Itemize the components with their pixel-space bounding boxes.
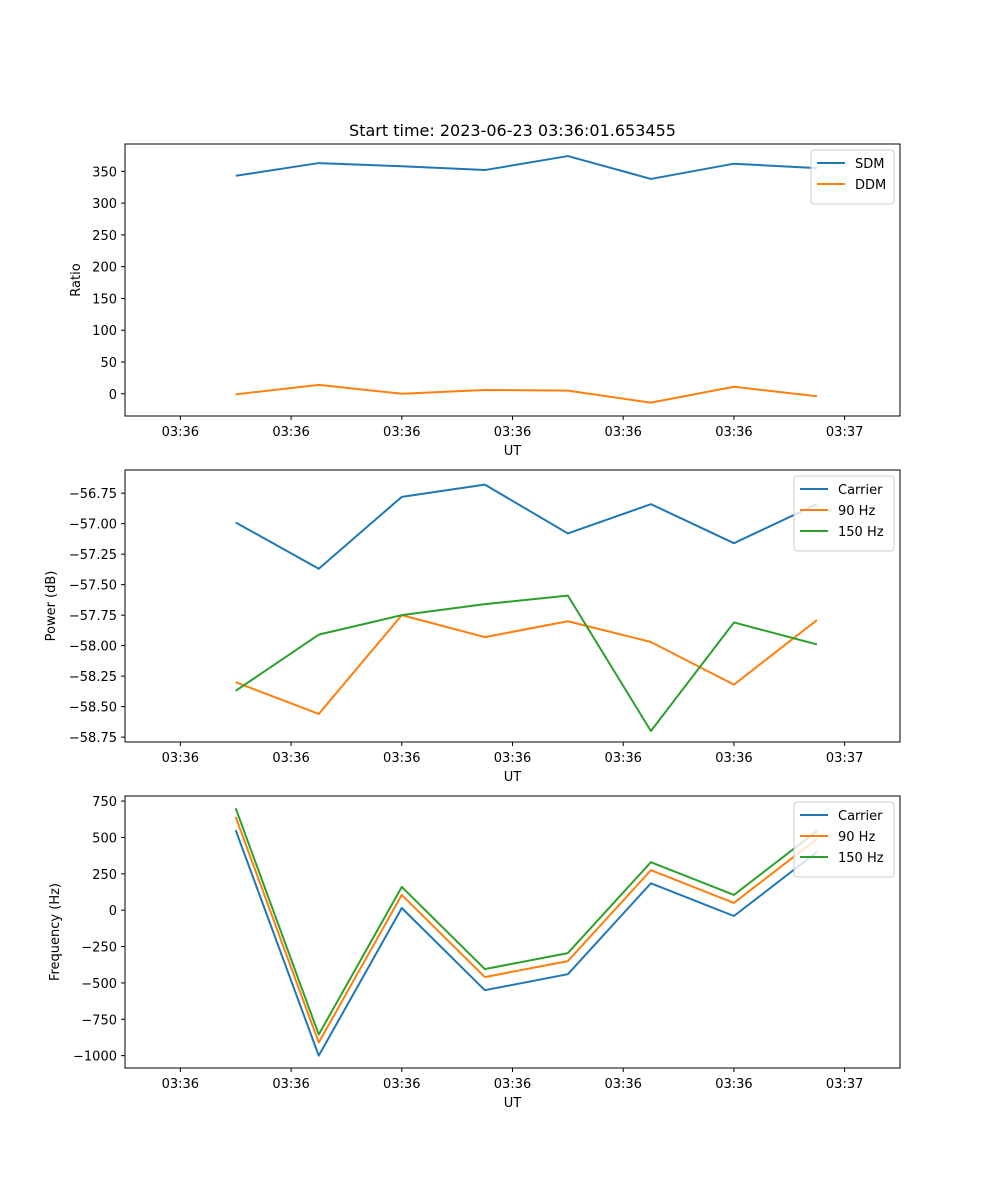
legend-label: Carrier [838,809,883,824]
y-tick-label: −250 [81,941,117,956]
plot-frame [124,795,901,1069]
y-tick-label: −57.25 [69,548,117,563]
chart-panel-2: 03:36 03:36 03:36 03:36 03:36 03:36 03:37 −58.7… [44,469,901,785]
y-tick-label: −57.50 [69,579,117,594]
legend-label: DDM [855,178,886,193]
x-tick-label: 03:36 [162,751,199,766]
x-axis-label: UT [504,770,522,785]
plot-frame [124,143,901,417]
y-tick-label: −57.00 [69,518,117,533]
series-line-carrier [235,483,818,570]
x-tick-label: 03:36 [604,1077,641,1092]
x-tick-label: 03:36 [383,425,420,440]
series-line-90-hz [235,614,818,715]
y-tick-label: 50 [100,356,117,371]
series-line-sdm [235,155,818,180]
y-axis-label: Ratio [69,263,84,296]
x-tick-label: 03:36 [715,425,752,440]
series-line-150-hz [235,594,818,733]
series-line-150-hz [234,808,818,1036]
legend-label: SDM [855,157,884,172]
x-tick-label: 03:36 [715,1077,752,1092]
x-tick-label: 03:36 [604,425,641,440]
legend-label: 90 Hz [838,830,875,845]
y-tick-label: 150 [92,292,117,307]
y-tick-label: 100 [92,324,117,339]
x-tick-label: 03:36 [383,751,420,766]
legend-box [793,801,895,878]
y-tick-label: −750 [81,1013,117,1028]
x-tick-label: 03:37 [826,425,863,440]
x-tick-label: 03:36 [272,1077,309,1092]
y-axis-label: Power (dB) [44,571,59,642]
legend: SDM DDM [810,149,895,205]
x-tick-label: 03:36 [715,751,752,766]
legend-label: 150 Hz [838,525,884,540]
y-tick-label: 500 [92,831,117,846]
legend: Carrier 90 Hz 150 Hz [793,801,895,878]
x-tick-label: 03:36 [162,1077,199,1092]
y-tick-label: 0 [109,388,117,403]
y-axis-label: Frequency (Hz) [48,883,63,981]
y-tick-label: −58.50 [69,701,117,716]
plot-frame [124,469,901,743]
y-tick-label: 250 [92,868,117,883]
x-axis-label: UT [504,1096,522,1111]
y-tick-label: −58.75 [69,731,117,746]
legend-label: 150 Hz [838,851,884,866]
y-tick-label: 350 [92,165,117,180]
series-line-ddm [235,383,818,404]
x-tick-label: 03:37 [826,1077,863,1092]
x-tick-label: 03:36 [494,425,531,440]
chart-panel-1: Start time: 2023-06-23 03:36:01.65345503… [69,121,901,459]
legend-label: Carrier [838,483,883,498]
y-tick-label: 750 [92,795,117,810]
legend: Carrier 90 Hz 150 Hz [793,475,895,552]
y-tick-label: −58.00 [69,640,117,655]
series-line-carrier [234,829,818,1057]
y-tick-label: −58.25 [69,670,117,685]
y-tick-label: −57.75 [69,609,117,624]
x-tick-label: 03:36 [162,425,199,440]
y-tick-label: 300 [92,197,117,212]
x-tick-label: 03:37 [826,751,863,766]
x-tick-label: 03:36 [272,751,309,766]
x-tick-label: 03:36 [383,1077,420,1092]
x-axis-label: UT [504,444,522,459]
y-tick-label: 250 [92,229,117,244]
x-tick-label: 03:36 [494,1077,531,1092]
x-tick-label: 03:36 [494,751,531,766]
series-line-90-hz [234,816,818,1044]
legend-label: 90 Hz [838,504,875,519]
legend-box [793,475,895,552]
y-tick-label: −500 [81,977,117,992]
chart-panel-3: 03:36 03:36 03:36 03:36 03:36 03:36 03:37 −1000… [48,795,901,1111]
x-tick-label: 03:36 [272,425,309,440]
chart-title: Start time: 2023-06-23 03:36:01.653455 [349,121,676,140]
y-tick-label: 0 [109,904,117,919]
y-tick-label: −1000 [73,1050,117,1065]
y-tick-label: −56.75 [69,487,117,502]
x-tick-label: 03:36 [604,751,641,766]
y-tick-label: 200 [92,261,117,276]
